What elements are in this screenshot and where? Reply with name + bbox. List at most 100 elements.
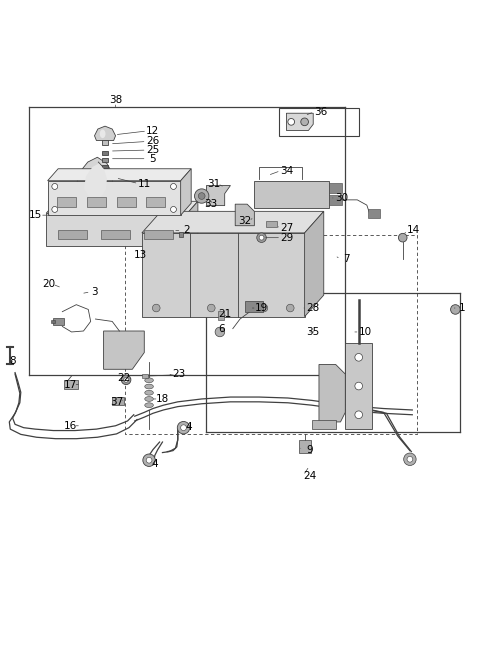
Text: 15: 15 (28, 210, 42, 220)
Bar (146, 197, 165, 207)
Ellipse shape (145, 384, 154, 389)
Text: 10: 10 (359, 327, 372, 337)
Bar (144, 230, 173, 238)
Text: 14: 14 (407, 226, 420, 236)
Circle shape (124, 377, 129, 382)
Bar (142, 374, 148, 378)
Circle shape (288, 118, 295, 125)
Bar (87, 197, 106, 207)
Bar (328, 183, 342, 193)
Polygon shape (305, 211, 324, 316)
Circle shape (170, 207, 176, 213)
Polygon shape (319, 365, 345, 422)
Circle shape (207, 305, 215, 312)
Bar (266, 221, 277, 226)
Polygon shape (180, 169, 191, 215)
Ellipse shape (100, 130, 106, 138)
Polygon shape (104, 331, 144, 369)
Bar (102, 140, 108, 145)
Circle shape (198, 193, 205, 199)
Text: 20: 20 (42, 279, 55, 289)
Bar (245, 301, 263, 312)
Bar (51, 320, 55, 323)
Bar (312, 420, 336, 429)
Circle shape (404, 453, 416, 465)
FancyBboxPatch shape (64, 380, 78, 389)
Circle shape (257, 233, 266, 242)
Text: 24: 24 (303, 471, 316, 481)
Text: 13: 13 (134, 250, 147, 260)
Bar (53, 318, 64, 325)
Circle shape (52, 183, 58, 189)
Polygon shape (46, 213, 187, 246)
Text: 9: 9 (306, 445, 312, 455)
Circle shape (301, 118, 309, 126)
Bar (254, 181, 328, 207)
Polygon shape (95, 126, 116, 140)
Text: 21: 21 (218, 309, 231, 319)
Ellipse shape (145, 402, 154, 408)
Circle shape (259, 235, 264, 240)
Circle shape (451, 305, 460, 314)
Text: 7: 7 (343, 254, 349, 264)
Bar (279, 109, 359, 136)
Circle shape (146, 457, 152, 463)
Polygon shape (287, 113, 313, 130)
Ellipse shape (145, 397, 154, 401)
Polygon shape (84, 164, 107, 198)
Bar (179, 232, 182, 237)
Bar (102, 158, 108, 162)
Polygon shape (235, 204, 254, 226)
Text: 28: 28 (306, 303, 319, 313)
Text: 30: 30 (335, 193, 348, 203)
FancyBboxPatch shape (299, 440, 312, 453)
Circle shape (287, 305, 294, 312)
Text: 18: 18 (156, 394, 169, 404)
Polygon shape (187, 201, 198, 246)
Text: 32: 32 (238, 216, 252, 226)
Text: 29: 29 (280, 232, 294, 243)
Circle shape (355, 411, 362, 418)
Polygon shape (46, 201, 198, 213)
Circle shape (170, 207, 176, 213)
Text: 8: 8 (9, 355, 16, 365)
Circle shape (194, 189, 209, 203)
Polygon shape (48, 169, 191, 181)
Text: 31: 31 (207, 179, 220, 189)
Text: 27: 27 (280, 223, 294, 233)
Text: 35: 35 (306, 327, 319, 337)
Circle shape (153, 305, 160, 312)
Text: 12: 12 (146, 126, 159, 136)
Bar (101, 230, 130, 238)
Text: 36: 36 (314, 107, 327, 117)
Circle shape (177, 422, 190, 434)
Text: 33: 33 (204, 199, 217, 209)
Bar (117, 197, 136, 207)
Circle shape (407, 456, 413, 462)
Polygon shape (142, 211, 324, 233)
Text: 19: 19 (255, 303, 268, 313)
Text: 22: 22 (118, 373, 131, 383)
Text: 1: 1 (459, 303, 466, 313)
Text: 25: 25 (146, 145, 159, 155)
Bar (368, 209, 380, 218)
Text: 5: 5 (150, 154, 156, 164)
Polygon shape (345, 343, 372, 429)
Polygon shape (76, 158, 113, 204)
Circle shape (170, 183, 176, 189)
Polygon shape (48, 181, 180, 215)
Bar (218, 311, 224, 320)
Circle shape (260, 305, 268, 312)
Circle shape (398, 234, 407, 242)
Circle shape (170, 183, 176, 189)
Bar (57, 197, 76, 207)
Ellipse shape (145, 391, 154, 395)
Text: 17: 17 (63, 379, 77, 390)
Bar (328, 195, 342, 205)
Circle shape (180, 425, 186, 430)
Text: 6: 6 (218, 324, 225, 334)
Circle shape (52, 207, 58, 213)
Polygon shape (206, 185, 230, 206)
Circle shape (215, 327, 225, 337)
Polygon shape (142, 233, 305, 316)
